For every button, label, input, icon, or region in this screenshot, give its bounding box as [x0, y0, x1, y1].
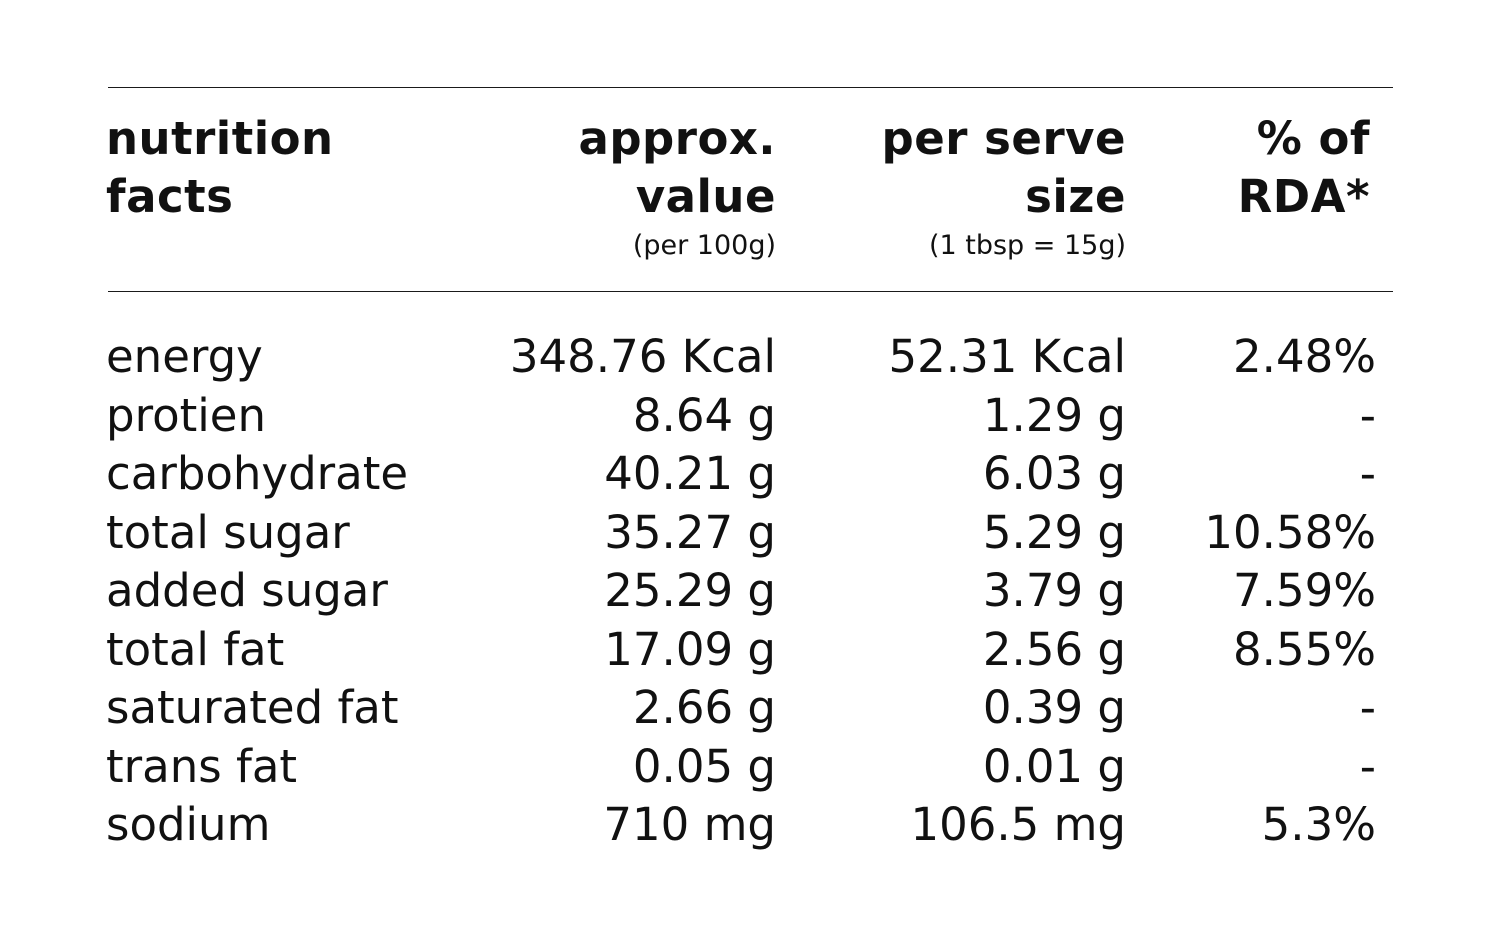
value-rda: 2.48% — [1233, 330, 1376, 383]
value-per-serve: 0.39 g — [982, 681, 1126, 734]
header-percent-rda: % of RDA* — [1070, 110, 1370, 226]
value-per-100g: 710 mg — [603, 798, 776, 851]
header-col4-line2: RDA* — [1237, 170, 1370, 223]
value-per-serve: 5.29 g — [982, 505, 1126, 559]
nutrient-name: saturated fat — [106, 681, 399, 734]
header-col1-line2: facts — [106, 170, 234, 223]
header-col2-line1: approx. — [578, 112, 776, 165]
table-row: saturated fat 2.66 g 0.39 g - — [0, 679, 1500, 738]
value-per-100g: 348.76 Kcal — [509, 330, 776, 383]
table-row: protien 8.64 g 1.29 g - — [0, 387, 1500, 446]
table-row: sodium 710 mg 106.5 mg 5.3% — [0, 796, 1500, 855]
header-col2-line2: value — [635, 170, 776, 223]
header-col1-line1: nutrition — [106, 112, 334, 165]
nutrient-name: trans fat — [106, 739, 298, 793]
nutrient-name: total sugar — [106, 505, 350, 559]
value-rda: 5.3% — [1261, 798, 1376, 851]
table-row: total fat 17.09 g 2.56 g 8.55% — [0, 621, 1500, 680]
header-divider — [108, 291, 1393, 292]
table-row: energy 348.76 Kcal 52.31 Kcal 2.48% — [0, 328, 1500, 387]
value-rda: 10.58% — [1204, 505, 1376, 559]
value-per-100g: 0.05 g — [632, 739, 776, 793]
header-per-serve-size: per serve size (1 tbsp = 15g) — [826, 110, 1126, 266]
value-per-serve: 52.31 Kcal — [888, 330, 1126, 383]
value-rda: - — [1359, 388, 1376, 442]
value-rda: - — [1359, 447, 1376, 500]
table-row: added sugar 25.29 g 3.79 g 7.59% — [0, 562, 1500, 621]
nutrient-name: total fat — [106, 622, 285, 676]
table-row: total sugar 35.27 g 5.29 g 10.58% — [0, 504, 1500, 563]
nutrient-name: protien — [106, 388, 266, 442]
value-per-100g: 35.27 g — [604, 505, 776, 559]
header-approx-value: approx. value (per 100g) — [476, 110, 776, 266]
top-divider — [108, 87, 1393, 88]
value-per-serve: 1.29 g — [982, 388, 1126, 442]
header-col3-line2: size — [1025, 170, 1126, 223]
header-nutrition-facts: nutrition facts — [106, 110, 486, 226]
nutrition-table-body: energy 348.76 Kcal 52.31 Kcal 2.48% prot… — [0, 328, 1500, 855]
value-per-serve: 0.01 g — [982, 739, 1126, 793]
nutrient-name: sodium — [106, 798, 271, 851]
table-row: trans fat 0.05 g 0.01 g - — [0, 738, 1500, 797]
value-per-100g: 8.64 g — [632, 388, 776, 442]
value-per-100g: 25.29 g — [604, 564, 776, 617]
value-per-100g: 2.66 g — [632, 681, 776, 734]
value-rda: 8.55% — [1233, 622, 1376, 676]
header-col3-subtitle: (1 tbsp = 15g) — [928, 230, 1126, 261]
value-rda: 7.59% — [1233, 564, 1376, 617]
value-rda: - — [1359, 681, 1376, 734]
value-per-serve: 106.5 mg — [910, 798, 1126, 851]
value-per-serve: 3.79 g — [982, 564, 1126, 617]
header-col4-line1: % of — [1256, 112, 1370, 165]
value-rda: - — [1359, 739, 1376, 793]
nutrient-name: energy — [106, 330, 263, 383]
header-col3-line1: per serve — [881, 112, 1126, 165]
table-row: carbohydrate 40.21 g 6.03 g - — [0, 445, 1500, 504]
value-per-100g: 40.21 g — [604, 447, 776, 500]
value-per-serve: 6.03 g — [982, 447, 1126, 500]
nutrient-name: carbohydrate — [106, 447, 409, 500]
value-per-serve: 2.56 g — [982, 622, 1126, 676]
value-per-100g: 17.09 g — [604, 622, 776, 676]
nutrient-name: added sugar — [106, 564, 388, 617]
header-col2-subtitle: (per 100g) — [632, 230, 776, 261]
